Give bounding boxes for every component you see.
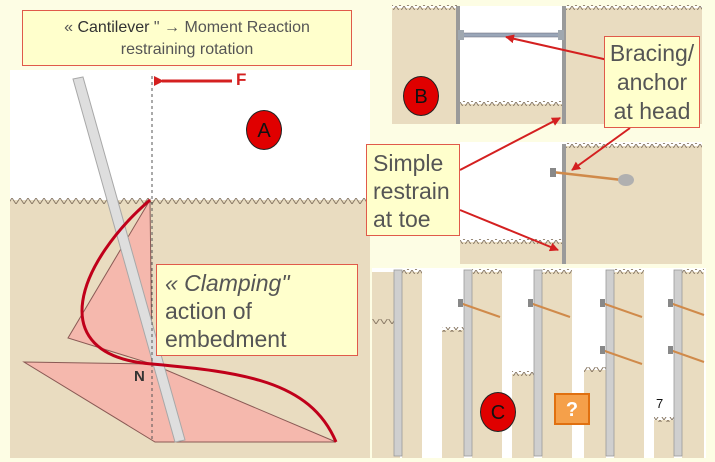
force-label: F — [236, 70, 247, 89]
pivot-label: N — [134, 368, 145, 385]
pointer-toe-to-bottom — [459, 209, 559, 252]
bracing-callout-line1: Bracing/ — [609, 40, 695, 66]
panel-b-badge: B — [403, 76, 439, 116]
panel-b-anchor-base — [460, 242, 564, 264]
stage-3 — [512, 269, 572, 458]
toe-restraint-callout: Simple restrain at toe — [366, 144, 460, 236]
cantilever-callout-line2: restraining rotation — [120, 41, 254, 58]
cantilever-callout: « Cantilever " → Moment Reaction restrai… — [22, 10, 352, 66]
tieback-anchor — [551, 170, 623, 182]
panel-c-badge: C — [480, 392, 516, 432]
panel-b-anchor-wall — [562, 144, 566, 264]
strut — [459, 32, 563, 38]
clamping-callout-line2: action of — [165, 298, 252, 324]
stage-5 — [654, 269, 705, 458]
pointer-brace-to-strut — [505, 34, 609, 61]
bracing-callout: Bracing/ anchor at head — [604, 36, 700, 128]
panel-b-anchor-hatch-base — [460, 239, 564, 244]
anchor-grout-body — [618, 174, 634, 186]
deflection-curve — [80, 198, 338, 443]
callout-pointers — [459, 34, 631, 252]
cantilever-term: Cantilever — [77, 19, 150, 36]
panel-b-wall-right — [562, 6, 566, 124]
pressure-diagram-upper — [67, 198, 153, 365]
pointer-brace-to-anchor — [571, 127, 631, 171]
strut-end-right — [558, 30, 564, 40]
strut-end-left — [458, 30, 464, 40]
page-number: 7 — [656, 396, 664, 411]
panel-a-badge: A — [246, 110, 282, 150]
panel-b-hatch-base — [460, 101, 564, 106]
panel-c — [372, 268, 706, 458]
clamping-callout: « Clamping" action of embedment — [156, 264, 358, 356]
panel-b-hatch-left — [392, 5, 458, 10]
pointer-toe-to-top — [459, 117, 561, 171]
toe-callout-line2: restrain — [373, 178, 450, 204]
clamping-callout-line1: « Clamping" — [165, 270, 290, 296]
clamping-callout-line3: embedment — [165, 326, 287, 352]
stage-1 — [372, 269, 422, 458]
toe-callout-line1: Simple — [373, 150, 444, 176]
panel-b-excavation-base — [460, 104, 564, 124]
toe-callout-line3: at toe — [373, 206, 431, 232]
panel-a-ground-hatch — [10, 198, 370, 204]
question-mark-box: ? — [554, 393, 590, 425]
panel-a-sky — [10, 70, 370, 200]
bracing-callout-line2: anchor — [616, 69, 688, 95]
panel-b-hatch-right — [566, 5, 702, 10]
panel-b-anchor-hatch — [566, 143, 702, 148]
panel-b-anchor-soil — [566, 146, 702, 264]
stage-4 — [584, 269, 644, 458]
bracing-callout-line3: at head — [613, 98, 691, 124]
anchor-head — [550, 168, 556, 177]
panel-b-wall-left — [456, 6, 460, 124]
